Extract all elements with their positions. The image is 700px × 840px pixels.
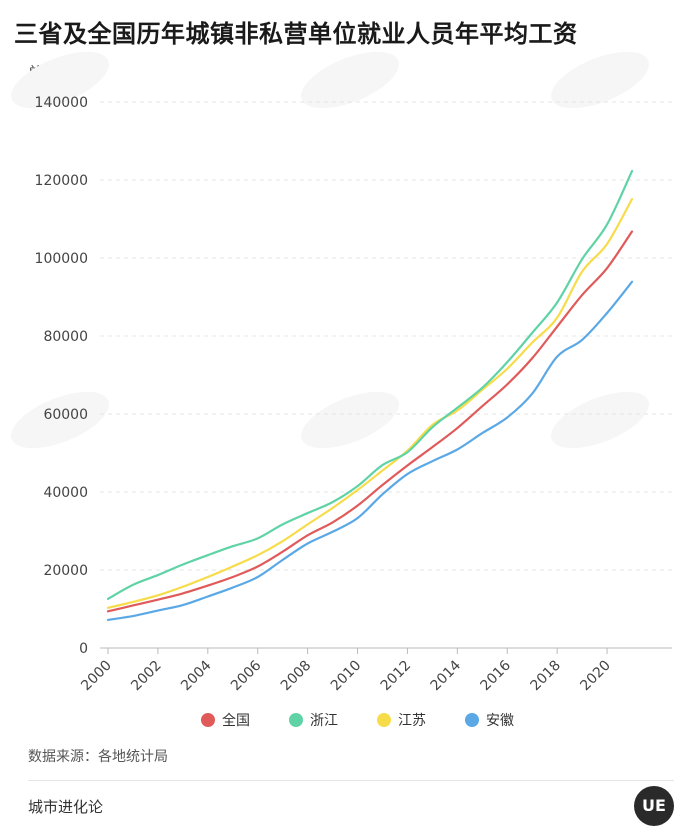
x-tick-label: 2000: [78, 658, 115, 695]
y-axis: 0 20000 40000 60000 80000 100000 120000 140000: [35, 95, 88, 657]
x-tick-label: 2002: [128, 658, 165, 695]
x-tick-label: 2014: [428, 657, 465, 694]
x-tick-label: 2012: [378, 658, 415, 695]
x-axis: 2000 2002 2004 2006 2008 2010 2012 2014 2016 2018…: [78, 647, 672, 695]
y-tick-label: 100000: [35, 251, 88, 267]
y-tick-label: 20000: [43, 563, 88, 579]
watermark-mark: [11, 51, 109, 109]
legend-marker: [201, 713, 215, 727]
y-tick-label: 80000: [43, 329, 88, 345]
x-tick-label: 2004: [178, 657, 215, 694]
watermark-mark: [11, 391, 109, 449]
source-note: 数据来源：各地统计局: [28, 749, 168, 765]
series-line-1: [106, 169, 634, 600]
y-tick-label: 140000: [35, 95, 88, 111]
watermark-mark: [551, 391, 649, 449]
legend-label: 浙江: [310, 713, 338, 729]
legend-label: 全国: [222, 712, 250, 729]
brand-logo: UE: [634, 786, 674, 826]
y-tick-label: 40000: [43, 485, 88, 501]
x-tick-label: 2010: [328, 658, 365, 695]
legend-marker: [465, 713, 479, 727]
chart-title: 三省及全国历年城镇非私营单位就业人员年平均工资: [14, 20, 578, 48]
watermark-mark: [551, 51, 649, 109]
legend-marker: [289, 713, 303, 727]
x-tick-label: 2008: [278, 658, 315, 695]
legend: 全国 浙江 江苏 安徽: [201, 712, 514, 729]
y-tick-label: 0: [79, 641, 88, 657]
watermark-layer: [11, 51, 649, 449]
series-line-2: [106, 198, 634, 609]
watermark-mark: [301, 51, 399, 109]
x-tick-label: 2006: [228, 657, 265, 694]
x-tick-label: 2016: [478, 657, 515, 694]
y-tick-label: 120000: [35, 173, 88, 189]
series-line-0: [106, 230, 634, 613]
footer-divider: [28, 780, 674, 781]
brand-name: 城市进化论: [28, 798, 104, 816]
line-chart: 020000400006000080000100000120000140000 …: [11, 51, 672, 729]
watermark-mark: [301, 391, 399, 449]
legend-label: 安徽: [486, 713, 514, 729]
y-tick-label: 60000: [43, 407, 88, 423]
series-lines: [106, 169, 634, 622]
series-line-3: [106, 280, 634, 622]
x-tick-label: 2020: [577, 658, 614, 695]
legend-marker: [377, 713, 391, 727]
legend-label: 江苏: [398, 713, 426, 729]
x-tick-label: 2018: [527, 658, 564, 695]
